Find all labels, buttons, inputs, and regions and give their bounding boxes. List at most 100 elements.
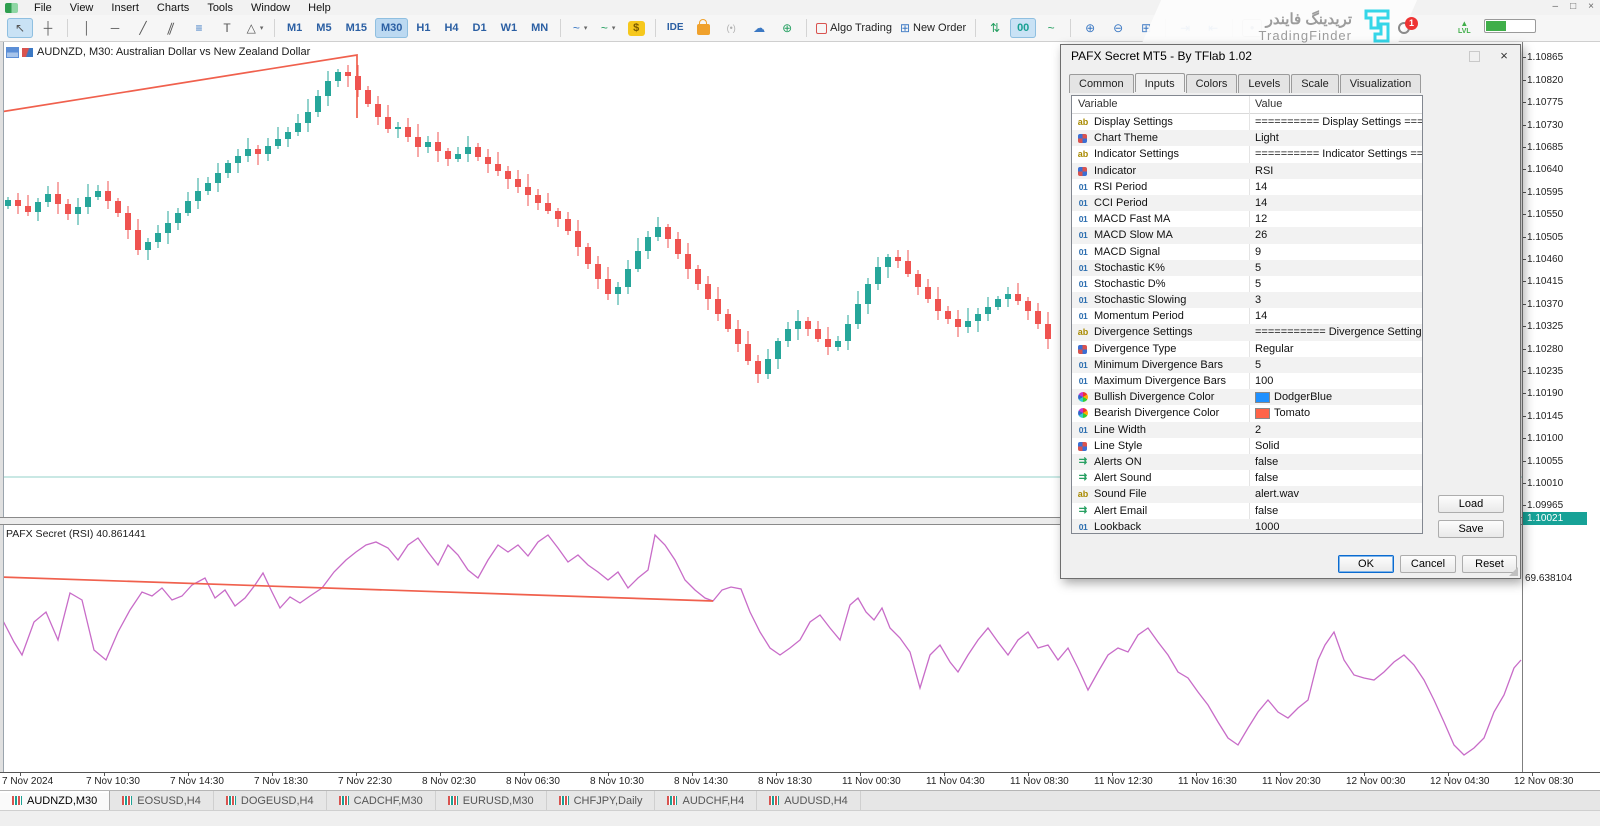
metaeditor-ide-button[interactable]: IDE [662,18,688,38]
new-order-button[interactable]: ⊞ New Order [897,18,969,38]
timeframe-m30[interactable]: M30 [374,18,409,38]
symbol-tab-audusd[interactable]: AUDUSD,H4 [757,791,861,810]
screenshot-button[interactable]: ● [1239,18,1265,38]
param-value[interactable]: 1000 [1249,519,1422,533]
fibonacci-button[interactable]: ≡ [186,18,212,38]
param-value[interactable]: Regular [1249,341,1422,357]
param-row[interactable]: 01 Momentum Period 14 [1072,308,1422,324]
param-row[interactable]: ⇉ Alert Sound false [1072,470,1422,486]
param-row[interactable]: Bearish Divergence Color Tomato [1072,405,1422,421]
param-value[interactable]: 26 [1249,227,1422,243]
timeframe-m1[interactable]: M1 [287,22,303,34]
signals-button[interactable]: (•) [718,18,744,38]
param-value[interactable]: 2 [1249,422,1422,438]
param-value[interactable]: =========== Divergence Settings ====... [1249,324,1422,340]
param-row[interactable]: Indicator RSI [1072,162,1422,179]
timeframe-h1[interactable]: H1 [416,22,431,34]
tick-chart-button[interactable]: ⇅ [982,18,1008,38]
param-row[interactable]: 01 Stochastic K% 5 [1072,259,1422,276]
param-value[interactable]: 5 [1249,357,1422,373]
timeframe-m15[interactable]: M15 [345,22,367,34]
param-row[interactable]: ⇉ Alerts ON false [1072,453,1422,471]
load-button[interactable]: Load [1438,495,1504,513]
param-row[interactable]: 01 Line Width 2 [1072,421,1422,438]
param-value[interactable]: ========== Indicator Settings =====... [1249,146,1422,162]
param-value[interactable]: 14 [1249,179,1422,195]
param-value[interactable]: RSI [1249,163,1422,179]
symbol-tab-audchf[interactable]: AUDCHF,H4 [655,791,758,810]
crosshair-button[interactable]: ┼ [35,18,61,38]
auto-scroll-button[interactable]: ⇤ [1200,18,1226,38]
param-row[interactable]: Bullish Divergence Color DodgerBlue [1072,389,1422,406]
bar-chart-button[interactable]: 00 [1010,18,1037,38]
equidistant-channel-button[interactable]: ∥ [158,18,184,38]
horizontal-line-button[interactable]: ─ [102,18,128,38]
param-row[interactable]: 01 Minimum Divergence Bars 5 [1072,356,1422,373]
text-button[interactable]: T [214,18,240,38]
dialog-close-button[interactable]: × [1500,48,1508,63]
ok-button[interactable]: OK [1338,555,1394,573]
param-row[interactable]: 01 Maximum Divergence Bars 100 [1072,373,1422,389]
timeframe-m5[interactable]: M5 [316,22,332,34]
reset-button[interactable]: Reset [1462,555,1517,573]
menu-insert[interactable]: Insert [111,1,139,14]
price-scale[interactable]: 1.10865 1.10820 1.10775 1.10730 1.10685 1.106… [1522,42,1600,810]
param-value[interactable]: 3 [1249,292,1422,308]
line-chart-button[interactable]: ~ [1038,18,1064,38]
vertical-line-button[interactable]: │ [74,18,100,38]
param-row[interactable]: 01 MACD Slow MA 26 [1072,227,1422,244]
algo-trading-button[interactable]: Algo Trading [813,18,895,38]
param-row[interactable]: 01 Lookback 1000 [1072,518,1422,533]
param-row[interactable]: ab Divergence Settings =========== Diverge… [1072,324,1422,341]
timeframe-h4[interactable]: H4 [444,22,459,34]
param-value[interactable]: false [1249,454,1422,470]
trendline-button[interactable]: ╱ [130,18,156,38]
param-value[interactable]: 9 [1249,244,1422,260]
symbol-tab-chfjpy[interactable]: CHFJPY,Daily [547,791,656,810]
menu-charts[interactable]: Charts [156,1,190,14]
timeframe-d1[interactable]: D1 [472,22,487,34]
menu-view[interactable]: View [69,1,94,14]
param-value[interactable]: 5 [1249,260,1422,276]
notifications-icon[interactable]: 1 [1398,17,1418,35]
param-row[interactable]: 01 CCI Period 14 [1072,194,1422,212]
shapes-button[interactable]: △ ▾ [242,18,268,38]
param-value[interactable]: false [1249,503,1422,519]
param-row[interactable]: ab Sound File alert.wav [1072,486,1422,503]
param-value[interactable]: 12 [1249,211,1422,227]
symbol-tab-eosusd[interactable]: EOSUSD,H4 [110,791,214,810]
param-row[interactable]: ab Display Settings ========== Display Set… [1072,114,1422,130]
dialog-tab-common[interactable]: Common [1069,74,1134,93]
param-value[interactable]: false [1249,470,1422,486]
param-row[interactable]: Line Style Solid [1072,438,1422,454]
dialog-tab-inputs[interactable]: Inputs [1134,73,1185,92]
menu-file[interactable]: File [34,1,52,14]
cursor-button[interactable]: ↖ [7,18,33,38]
dialog-tab-levels[interactable]: Levels [1238,74,1291,93]
symbol-tab-cadchf[interactable]: CADCHF,M30 [327,791,436,810]
tile-windows-button[interactable]: ⊞ [1133,18,1159,38]
menu-tools[interactable]: Tools [207,1,233,14]
param-value[interactable]: DodgerBlue [1249,389,1422,405]
chart-type-button[interactable]: ~ ▾ [567,18,593,38]
param-value[interactable]: Light [1249,130,1422,146]
time-axis[interactable]: 7 Nov 2024 7 Nov 10:30 7 Nov 14:30 7 Nov 18… [0,772,1600,790]
symbol-tab-eurusd[interactable]: EURUSD,M30 [436,791,547,810]
param-row[interactable]: ab Indicator Settings ========== Indicator… [1072,146,1422,162]
timeframe-mn[interactable]: MN [531,22,549,34]
minimize-button[interactable]: – [1552,1,1559,12]
param-row[interactable]: 01 Stochastic D% 5 [1072,276,1422,292]
dialog-tab-visualization[interactable]: Visualization [1339,74,1422,93]
param-value[interactable]: Solid [1249,438,1422,454]
symbol-tab-dogeusd[interactable]: DOGEUSD,H4 [214,791,327,810]
param-row[interactable]: Chart Theme Light [1072,130,1422,147]
zoom-in-button[interactable]: ⊕ [1077,18,1103,38]
param-value[interactable]: alert.wav [1249,486,1422,502]
menu-help[interactable]: Help [308,1,331,14]
param-value[interactable]: 5 [1249,276,1422,292]
param-row[interactable]: 01 MACD Fast MA 12 [1072,211,1422,227]
cloud-button[interactable]: ☁ [746,18,772,38]
dialog-tab-scale[interactable]: Scale [1291,74,1339,93]
param-value[interactable]: 14 [1249,308,1422,324]
indicators-button[interactable]: ~ ▾ [595,18,621,38]
